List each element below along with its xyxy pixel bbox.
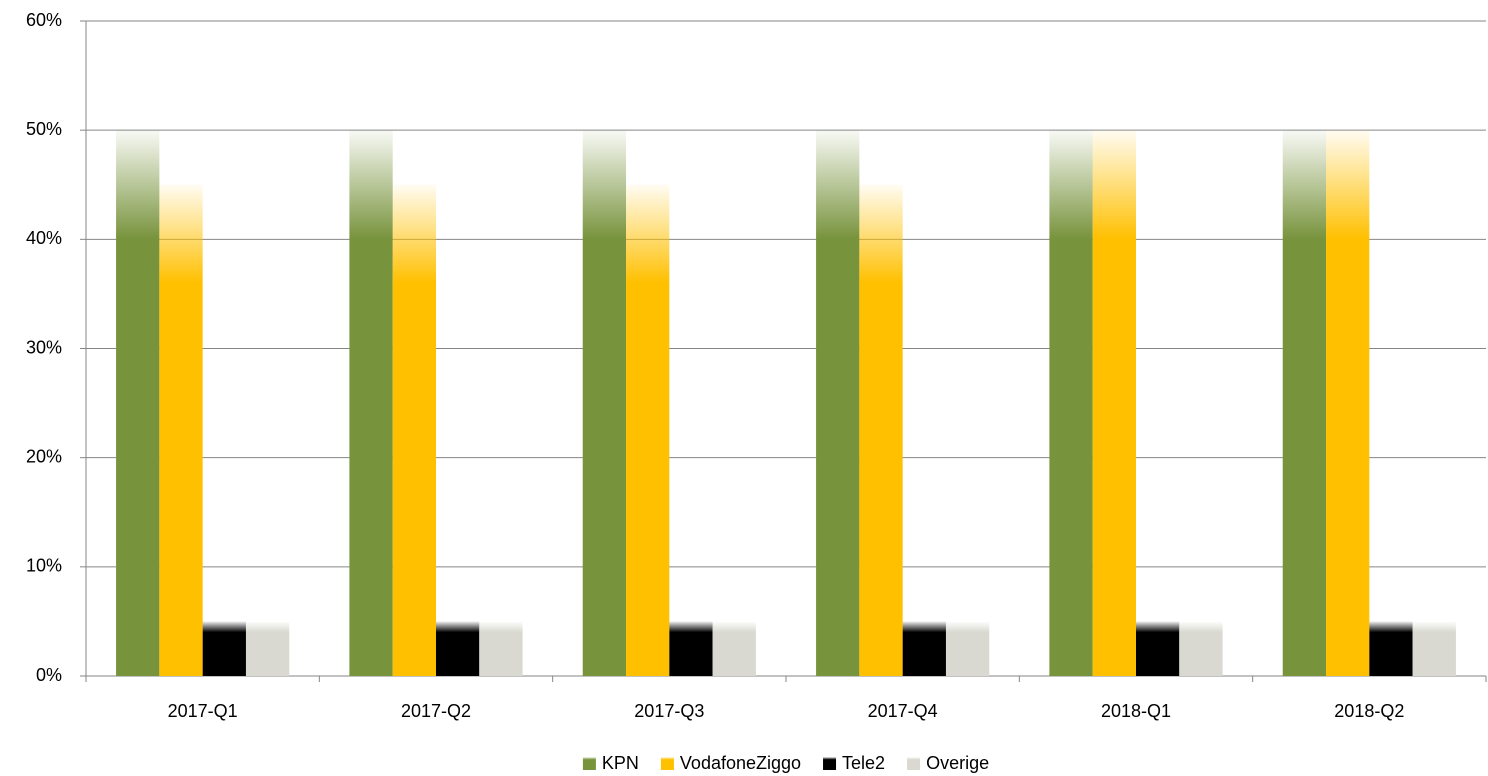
bar	[436, 621, 480, 676]
bar	[392, 184, 436, 676]
bar	[816, 130, 860, 676]
y-tick-label: 40%	[26, 228, 62, 248]
x-tick-label: 2017-Q4	[868, 701, 938, 721]
bar	[116, 130, 160, 676]
bar	[1179, 621, 1223, 676]
bar	[1092, 130, 1136, 676]
bar	[859, 184, 903, 676]
bar	[945, 621, 990, 676]
x-tick-label: 2017-Q2	[401, 701, 471, 721]
legend-swatch	[660, 757, 674, 770]
legend-swatch	[823, 757, 837, 770]
bar	[202, 621, 246, 676]
legend-label: Tele2	[842, 753, 885, 773]
x-tick-label: 2017-Q1	[168, 701, 238, 721]
bar	[1136, 621, 1180, 676]
bar	[1326, 130, 1370, 676]
y-tick-label: 20%	[26, 446, 62, 466]
bar	[582, 130, 627, 676]
bar	[712, 621, 756, 676]
legend-swatch	[907, 757, 921, 770]
y-tick-label: 30%	[26, 337, 62, 357]
bar	[1369, 621, 1413, 676]
bar	[1282, 130, 1327, 676]
x-tick-label: 2018-Q2	[1334, 701, 1404, 721]
legend: KPN VodafoneZiggo Tele2 Overige	[582, 753, 989, 773]
bar	[159, 184, 203, 676]
y-tick-label: 10%	[26, 556, 62, 576]
y-tick-label: 60%	[26, 10, 62, 30]
legend-swatch	[582, 757, 596, 770]
legend-label: VodafoneZiggo	[680, 753, 801, 773]
bar	[245, 621, 290, 676]
bar	[479, 621, 523, 676]
bar	[1049, 130, 1093, 676]
y-tick-label: 50%	[26, 119, 62, 139]
x-tick-label: 2018-Q1	[1101, 701, 1171, 721]
legend-label: KPN	[602, 753, 639, 773]
x-tick-label: 2017-Q3	[634, 701, 704, 721]
bar	[349, 130, 393, 676]
bar	[1412, 621, 1456, 676]
bar	[626, 184, 670, 676]
bar	[902, 621, 946, 676]
y-tick-label: 0%	[36, 665, 62, 685]
legend-label: Overige	[926, 753, 989, 773]
bar	[669, 621, 713, 676]
